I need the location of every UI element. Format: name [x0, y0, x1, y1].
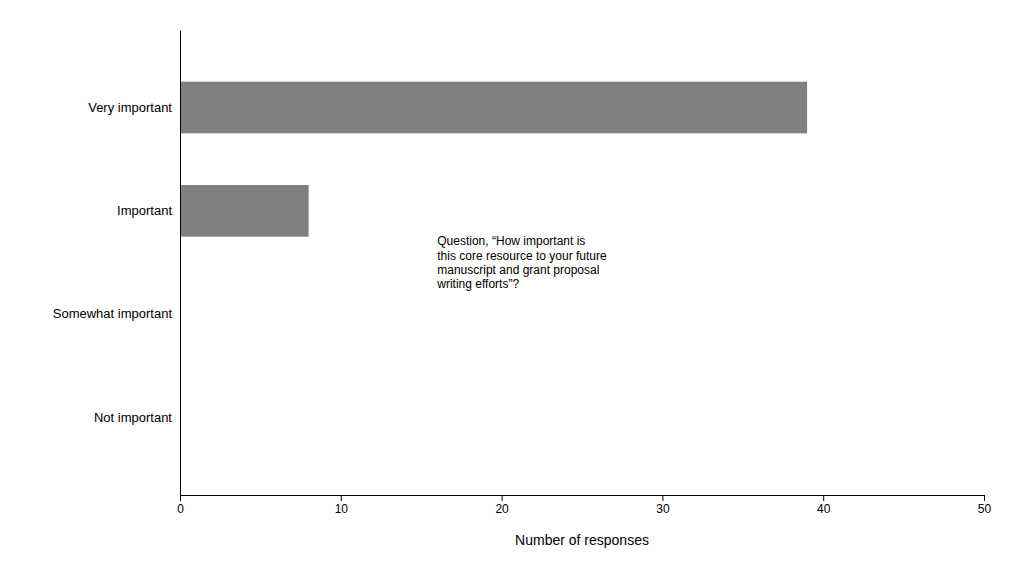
- x-tick-mark: [502, 495, 503, 501]
- bars: [180, 82, 807, 237]
- x-tick: 50: [978, 495, 992, 516]
- annotation-line: Question, “How important is: [437, 234, 585, 248]
- x-axis-title: Number of responses: [515, 532, 649, 548]
- plot-area: 0 10 20 30 40 50 Not important Somewhat importa…: [53, 31, 992, 516]
- chart-svg: 0 10 20 30 40 50 Not important Somewhat importa…: [0, 0, 1024, 570]
- annotation-line: writing efforts”?: [436, 277, 519, 291]
- x-tick: 20: [495, 495, 509, 516]
- bar: [180, 185, 309, 237]
- x-tick-mark: [662, 495, 663, 501]
- bar: [180, 82, 807, 134]
- x-axis: 0 10 20 30 40 50: [177, 495, 991, 516]
- background: [0, 0, 1024, 570]
- y-tick: Somewhat important: [53, 306, 173, 321]
- x-tick-label: 0: [177, 502, 184, 516]
- annotation-line: this core resource to your future: [437, 249, 607, 263]
- x-tick-mark: [984, 495, 985, 501]
- x-tick-mark: [823, 495, 824, 501]
- annotation: Question, “How important isthis core res…: [436, 234, 607, 291]
- x-tick-label: 20: [495, 502, 509, 516]
- x-tick: 30: [656, 495, 670, 516]
- x-tick: 40: [817, 495, 831, 516]
- y-axis-line: [180, 31, 181, 496]
- y-tick-label: Important: [117, 203, 172, 218]
- x-tick-label: 30: [656, 502, 670, 516]
- x-tick-label: 50: [978, 502, 992, 516]
- x-tick-label: 10: [335, 502, 349, 516]
- y-axis: Not important Somewhat important Important…: [53, 31, 181, 496]
- y-tick-label: Not important: [94, 410, 172, 425]
- y-tick-label: Very important: [88, 100, 172, 115]
- chart-container: 0 10 20 30 40 50 Not important Somewhat importa…: [0, 0, 1024, 570]
- y-tick: Not important: [94, 410, 172, 425]
- x-tick-mark: [341, 495, 342, 501]
- x-tick-mark: [180, 495, 181, 501]
- annotation-line: manuscript and grant proposal: [437, 263, 599, 277]
- y-tick: Important: [117, 203, 172, 218]
- y-tick: Very important: [88, 100, 172, 115]
- y-tick-label: Somewhat important: [53, 306, 173, 321]
- x-tick: 0: [177, 495, 184, 516]
- x-tick-label: 40: [817, 502, 831, 516]
- x-axis-line: [181, 496, 985, 502]
- x-tick: 10: [335, 495, 349, 516]
